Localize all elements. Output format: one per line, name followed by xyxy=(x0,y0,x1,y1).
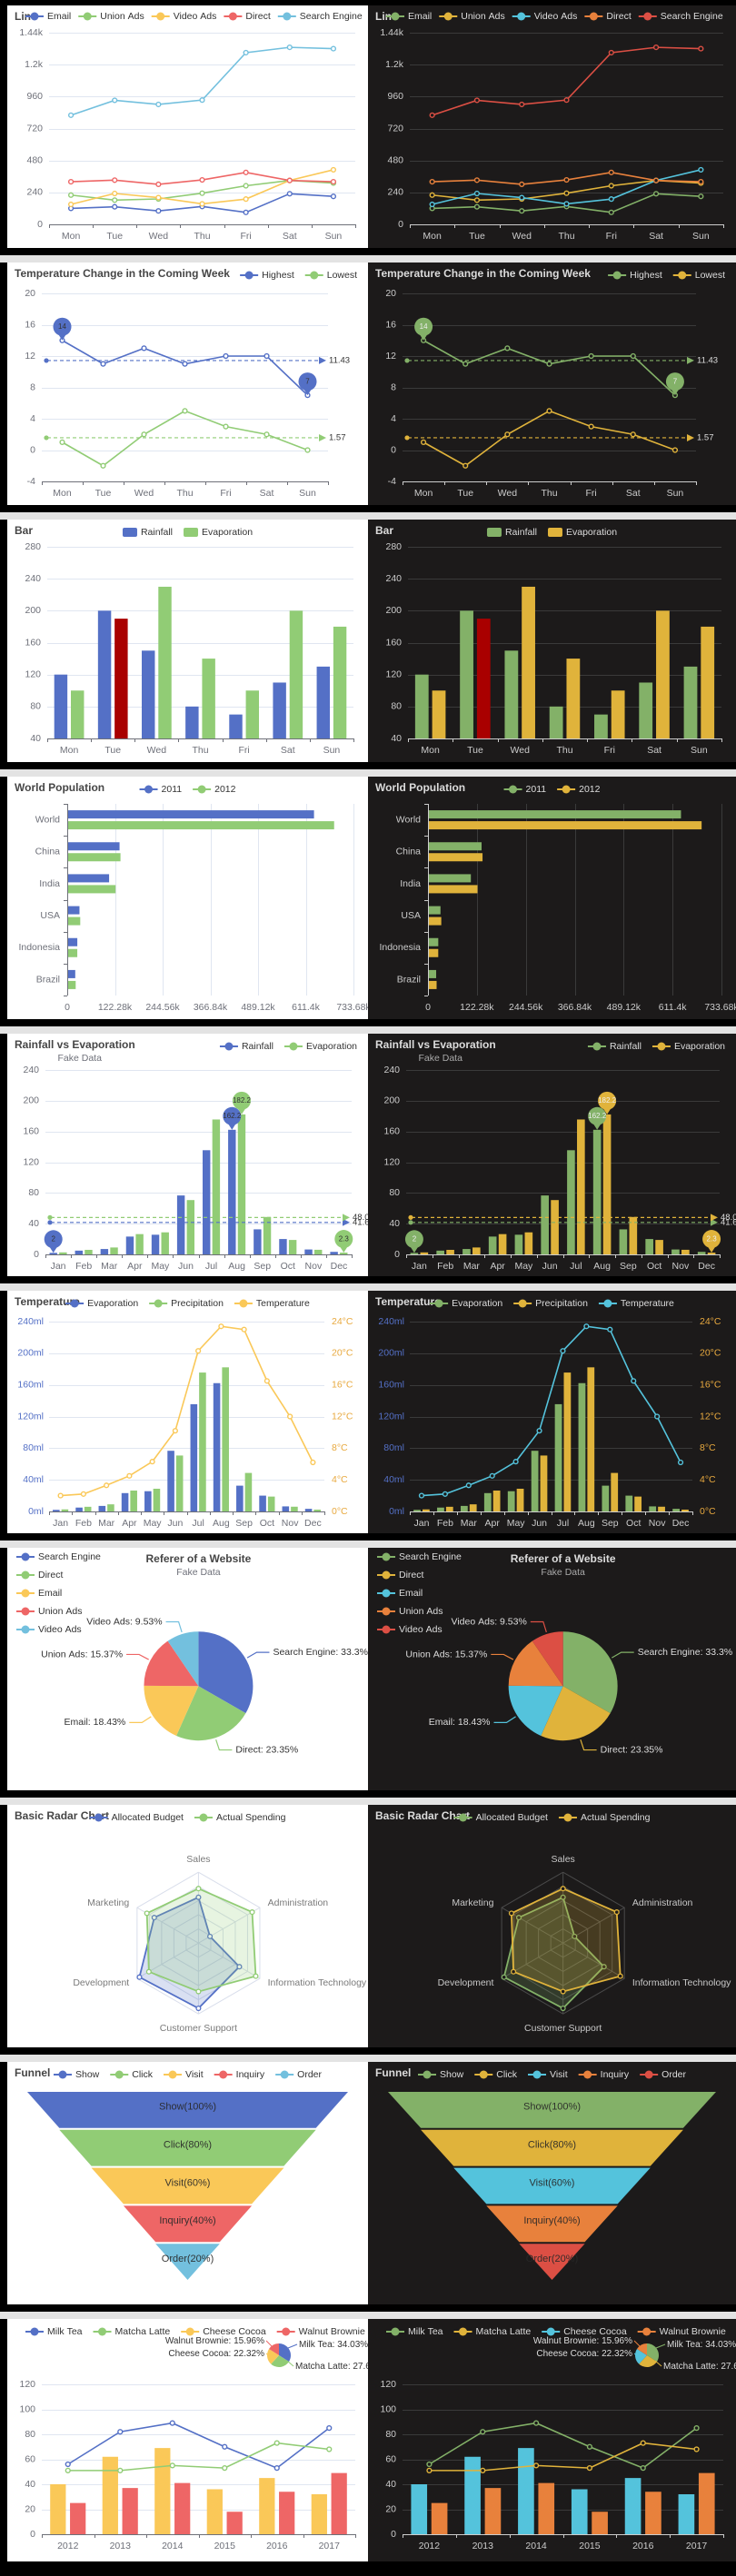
funnel-dark[interactable] xyxy=(368,2062,736,2304)
rainfall-evaporation-dark[interactable] xyxy=(368,1034,736,1276)
pie-referer-light[interactable] xyxy=(7,1548,368,1790)
radar-basic-light[interactable] xyxy=(7,1805,368,2047)
temperature-week-dark[interactable] xyxy=(368,263,736,505)
bar-chart-dark[interactable] xyxy=(368,520,736,762)
row-separator xyxy=(0,1541,736,1548)
row-separator xyxy=(0,2055,736,2062)
line-chart-light[interactable] xyxy=(7,5,368,248)
bar-chart-dark-canvas[interactable] xyxy=(368,520,736,762)
drink-sales-dark[interactable] xyxy=(368,2319,736,2561)
row-drink-sales xyxy=(0,2319,736,2561)
world-population-light-canvas[interactable] xyxy=(7,777,368,1019)
temperature-week-light-canvas[interactable] xyxy=(7,263,368,505)
row-bar xyxy=(0,520,736,762)
radar-basic-light-canvas[interactable] xyxy=(7,1805,368,2047)
bar-chart-light-canvas[interactable] xyxy=(7,520,368,762)
line-chart-dark-canvas[interactable] xyxy=(368,5,736,248)
row-separator xyxy=(0,1026,736,1034)
temperature-mixed-dark[interactable] xyxy=(368,1291,736,1533)
funnel-light[interactable] xyxy=(7,2062,368,2304)
bar-chart-light[interactable] xyxy=(7,520,368,762)
row-rainfall-evaporation xyxy=(0,1034,736,1276)
funnel-light-canvas[interactable] xyxy=(7,2062,368,2304)
rainfall-evaporation-light-canvas[interactable] xyxy=(7,1034,368,1276)
drink-sales-light-canvas[interactable] xyxy=(7,2319,368,2561)
rainfall-evaporation-dark-canvas[interactable] xyxy=(368,1034,736,1276)
pie-referer-light-canvas[interactable] xyxy=(7,1548,368,1790)
funnel-dark-canvas[interactable] xyxy=(368,2062,736,2304)
temperature-mixed-light-canvas[interactable] xyxy=(7,1291,368,1533)
row-temperature-mixed xyxy=(0,1291,736,1533)
pie-referer-dark[interactable] xyxy=(368,1548,736,1790)
world-population-dark[interactable] xyxy=(368,777,736,1019)
row-separator xyxy=(0,769,736,777)
temperature-mixed-dark-canvas[interactable] xyxy=(368,1291,736,1533)
row-separator xyxy=(0,2312,736,2319)
temperature-week-dark-canvas[interactable] xyxy=(368,263,736,505)
world-population-light[interactable] xyxy=(7,777,368,1019)
line-chart-dark[interactable] xyxy=(368,5,736,248)
row-separator xyxy=(0,1798,736,1805)
row-temperature-week xyxy=(0,263,736,505)
row-radar xyxy=(0,1805,736,2047)
row-separator xyxy=(0,255,736,263)
row-pie-referer xyxy=(0,1548,736,1790)
row-separator xyxy=(0,1283,736,1291)
rainfall-evaporation-light[interactable] xyxy=(7,1034,368,1276)
drink-sales-light[interactable] xyxy=(7,2319,368,2561)
line-chart-light-canvas[interactable] xyxy=(7,5,368,248)
pie-referer-dark-canvas[interactable] xyxy=(368,1548,736,1790)
drink-sales-dark-canvas[interactable] xyxy=(368,2319,736,2561)
row-funnel xyxy=(0,2062,736,2304)
radar-basic-dark-canvas[interactable] xyxy=(368,1805,736,2047)
bottom-frame xyxy=(0,2569,736,2576)
row-separator xyxy=(0,512,736,520)
row-world-population xyxy=(0,777,736,1019)
radar-basic-dark[interactable] xyxy=(368,1805,736,2047)
temperature-week-light[interactable] xyxy=(7,263,368,505)
temperature-mixed-light[interactable] xyxy=(7,1291,368,1533)
world-population-dark-canvas[interactable] xyxy=(368,777,736,1019)
row-line xyxy=(0,5,736,248)
